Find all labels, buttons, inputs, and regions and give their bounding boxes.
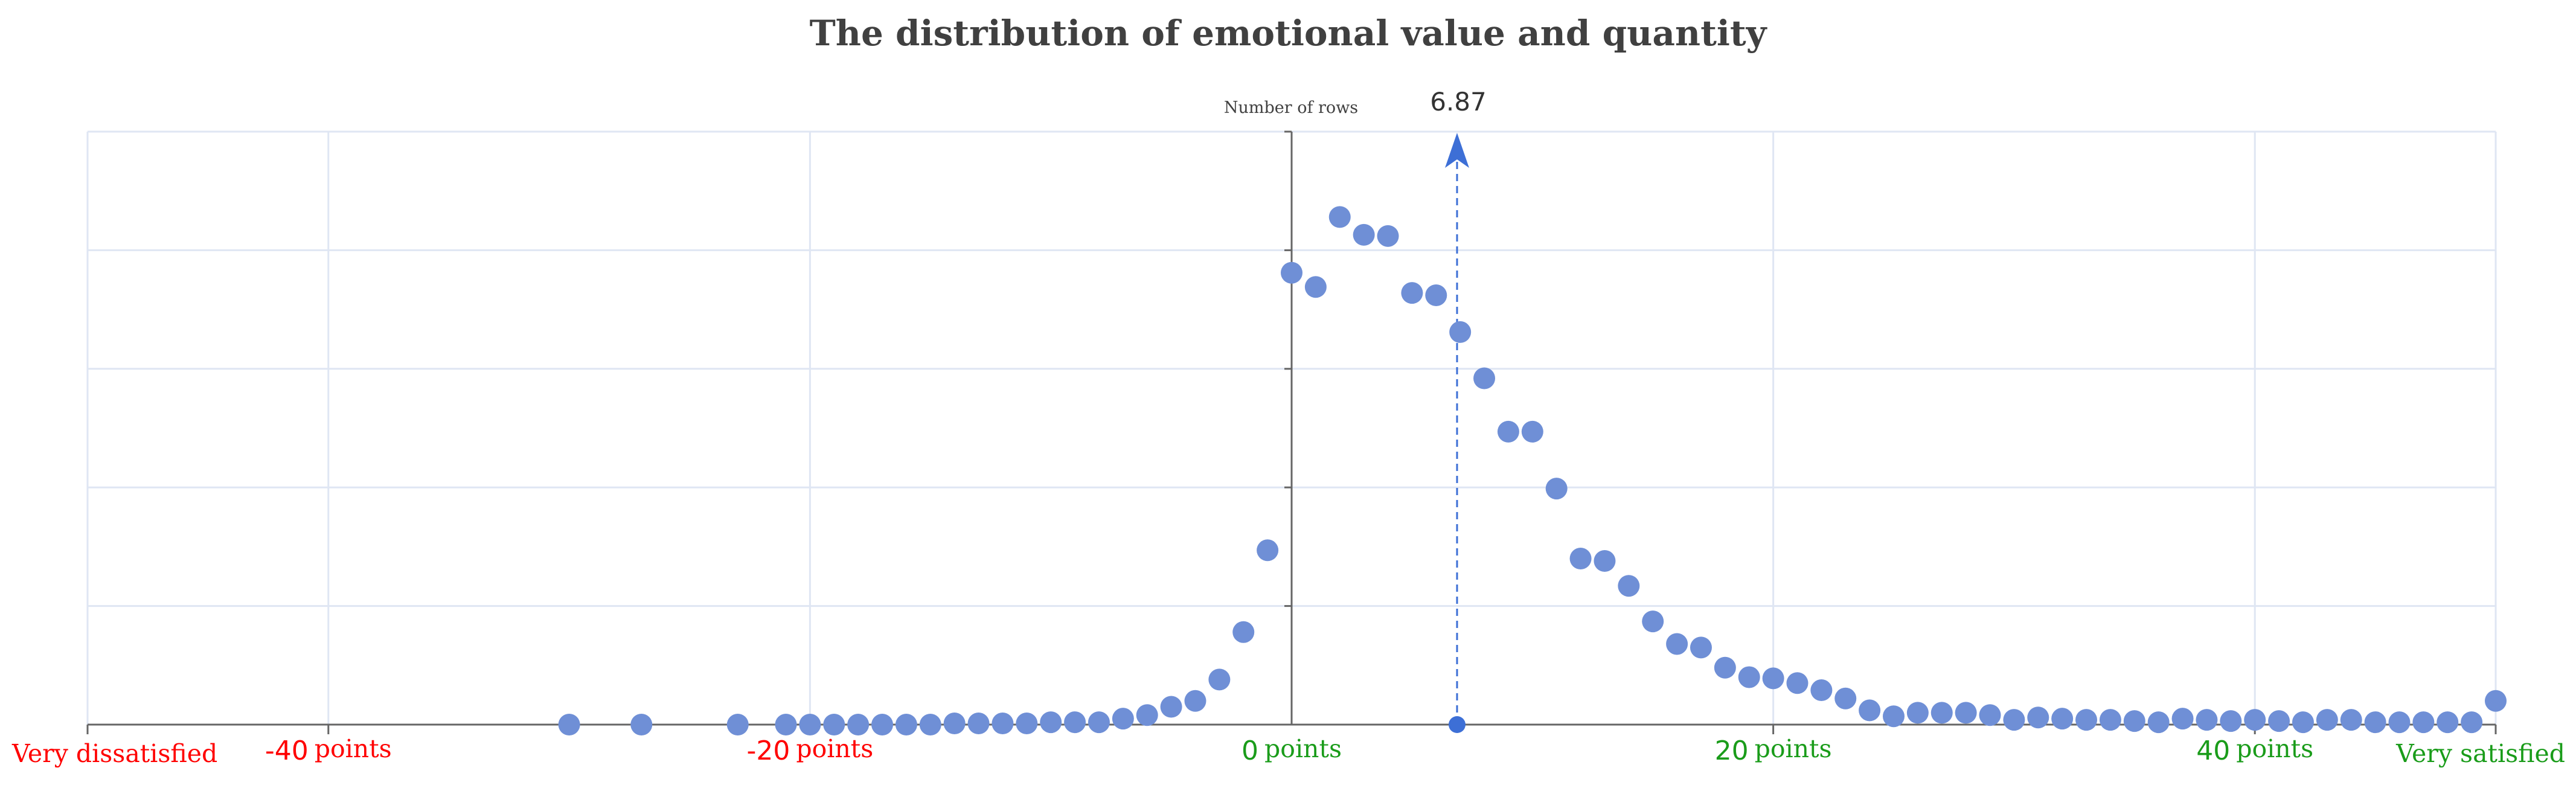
- data-point: [1810, 679, 1833, 702]
- x-tick-label: -40 points: [265, 734, 392, 766]
- x-tick-labels: -40 points -20 points 0 points 20 points 40 point…: [265, 734, 2313, 766]
- data-point: [1328, 206, 1351, 228]
- data-point: [799, 714, 821, 735]
- data-point: [1618, 575, 1640, 597]
- data-point: [2316, 709, 2338, 731]
- data-point: [1569, 548, 1592, 570]
- data-point: [2171, 708, 2194, 730]
- data-point: [2485, 690, 2507, 712]
- data-points: [558, 206, 2507, 735]
- data-point: [1160, 696, 1182, 718]
- data-point: [1738, 666, 1760, 688]
- data-point: [1377, 225, 1399, 247]
- data-point: [1112, 708, 1134, 730]
- data-point: [1088, 711, 1110, 734]
- data-point: [2340, 709, 2362, 731]
- data-point: [1232, 621, 1255, 643]
- data-point: [2292, 711, 2314, 734]
- data-point: [2123, 710, 2145, 732]
- data-point: [1353, 223, 1375, 246]
- data-point: [943, 713, 966, 735]
- data-point: [1281, 261, 1302, 284]
- data-point: [1473, 367, 1496, 389]
- data-point: [1449, 321, 1472, 343]
- data-point: [847, 714, 870, 735]
- x-tick-label: 20 points: [1715, 734, 1832, 766]
- data-point: [2268, 710, 2290, 732]
- data-point: [1545, 478, 1568, 500]
- x-tick-label: 40 points: [2196, 734, 2313, 766]
- very-satisfied-label: Very satisfied: [2395, 739, 2565, 768]
- data-point: [1666, 633, 1688, 655]
- chart-title: The distribution of emotional value and …: [810, 13, 1768, 54]
- data-point: [1762, 667, 1784, 690]
- data-point: [1208, 668, 1231, 691]
- data-point: [1521, 420, 1543, 443]
- data-point: [558, 714, 580, 735]
- data-point: [726, 714, 749, 735]
- data-point: [1304, 276, 1327, 298]
- data-point: [2437, 711, 2459, 734]
- data-point: [2099, 709, 2121, 731]
- data-point: [1497, 420, 1519, 443]
- data-point: [1883, 705, 1905, 728]
- mean-marker: 6.87: [1430, 87, 1487, 733]
- data-point: [1040, 711, 1062, 734]
- x-tick-label: 0 points: [1242, 734, 1342, 766]
- data-point: [2147, 711, 2170, 734]
- data-point: [1401, 282, 1423, 304]
- data-point: [2196, 709, 2218, 731]
- data-point: [775, 714, 797, 735]
- data-point: [1136, 704, 1158, 726]
- data-point: [2075, 709, 2098, 731]
- data-point: [919, 714, 941, 735]
- data-point: [2364, 711, 2386, 734]
- mean-arrow-head: [1444, 133, 1469, 168]
- x-tick-label: -20 points: [746, 734, 873, 766]
- very-dissatisfied-label: Very dissatisfied: [11, 739, 217, 768]
- data-point: [1834, 687, 1857, 710]
- data-point: [2244, 709, 2266, 731]
- data-point: [967, 713, 990, 735]
- data-point: [1016, 713, 1038, 735]
- data-point: [2027, 706, 2049, 729]
- data-point: [823, 714, 845, 735]
- data-point: [2461, 711, 2483, 734]
- data-point: [2388, 711, 2411, 734]
- data-point: [2220, 710, 2242, 732]
- data-point: [1906, 702, 1929, 724]
- data-point: [895, 714, 917, 735]
- data-point: [1184, 690, 1206, 712]
- data-point: [992, 713, 1014, 735]
- data-point: [2412, 711, 2435, 734]
- data-point: [1955, 702, 1977, 724]
- data-point: [1425, 284, 1447, 307]
- mean-value-label: 6.87: [1430, 87, 1487, 117]
- axes: [86, 130, 2497, 734]
- data-point: [630, 714, 653, 735]
- data-point: [1786, 672, 1809, 694]
- data-point: [2051, 708, 2074, 730]
- y-axis-label: Number of rows: [1224, 98, 1358, 117]
- mean-base-dot: [1448, 716, 1466, 733]
- data-point: [1257, 539, 1279, 562]
- data-point: [1064, 711, 1086, 734]
- data-point: [2003, 709, 2025, 731]
- data-point: [871, 714, 894, 735]
- data-point: [1979, 704, 2001, 726]
- data-point: [1594, 549, 1616, 572]
- data-point: [1930, 702, 1953, 724]
- data-point: [1642, 610, 1664, 633]
- data-point: [1714, 656, 1736, 679]
- data-point: [1859, 699, 1881, 722]
- data-point: [1690, 636, 1712, 659]
